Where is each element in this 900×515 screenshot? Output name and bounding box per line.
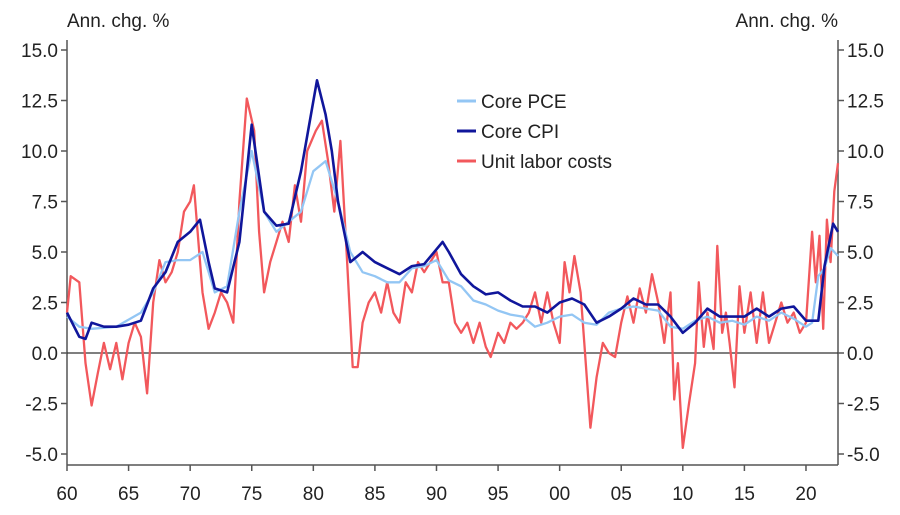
legend-label-core-cpi: Core CPI xyxy=(481,122,559,143)
legend-label-unit-labor-costs: Unit labor costs xyxy=(481,152,612,173)
x-tick-label: 05 xyxy=(611,484,632,505)
y-tick-label-left: 12.5 xyxy=(21,92,58,113)
x-tick-label: 90 xyxy=(426,484,447,505)
x-tick-label: 65 xyxy=(118,484,139,505)
y-tick-label-left: 2.5 xyxy=(32,294,58,315)
y-tick-label-left: 0.0 xyxy=(32,344,58,365)
y-tick-label-right: 0.0 xyxy=(847,344,873,365)
legend-label-core-pce: Core PCE xyxy=(481,92,567,113)
y-tick-label-right: 10.0 xyxy=(847,142,884,163)
y-tick-label-right: 7.5 xyxy=(847,193,873,214)
y-tick-label-right: -2.5 xyxy=(847,395,880,416)
legend: Core PCE Core CPI Unit labor costs xyxy=(457,92,612,173)
series-line-unit-labor-costs xyxy=(65,97,840,450)
x-tick-label: 95 xyxy=(487,484,508,505)
x-tick-label: 15 xyxy=(734,484,755,505)
y-tick-label-right: -5.0 xyxy=(847,445,880,466)
x-tick-label: 60 xyxy=(56,484,77,505)
y-tick-label-left: -5.0 xyxy=(25,445,58,466)
y-tick-label-left: 5.0 xyxy=(32,243,58,264)
x-tick-label: 70 xyxy=(180,484,201,505)
x-tick-label: 80 xyxy=(303,484,324,505)
y-tick-label-left: -2.5 xyxy=(25,395,58,416)
y-tick-label-right: 15.0 xyxy=(847,41,884,62)
x-tick-label: 00 xyxy=(549,484,570,505)
x-tick-label: 75 xyxy=(241,484,262,505)
y-tick-label-left: 10.0 xyxy=(21,142,58,163)
y-tick-label-left: 15.0 xyxy=(21,41,58,62)
x-tick-label: 85 xyxy=(364,484,385,505)
y-tick-label-right: 5.0 xyxy=(847,243,873,264)
x-tick-label: 10 xyxy=(672,484,693,505)
series-line-core-cpi xyxy=(65,79,840,341)
right-axis-label: Ann. chg. % xyxy=(736,11,839,32)
left-axis-label: Ann. chg. % xyxy=(67,11,170,32)
y-tick-label-right: 2.5 xyxy=(847,294,873,315)
y-tick-label-left: 7.5 xyxy=(32,193,58,214)
y-tick-label-right: 12.5 xyxy=(847,92,884,113)
x-tick-label: 20 xyxy=(795,484,816,505)
